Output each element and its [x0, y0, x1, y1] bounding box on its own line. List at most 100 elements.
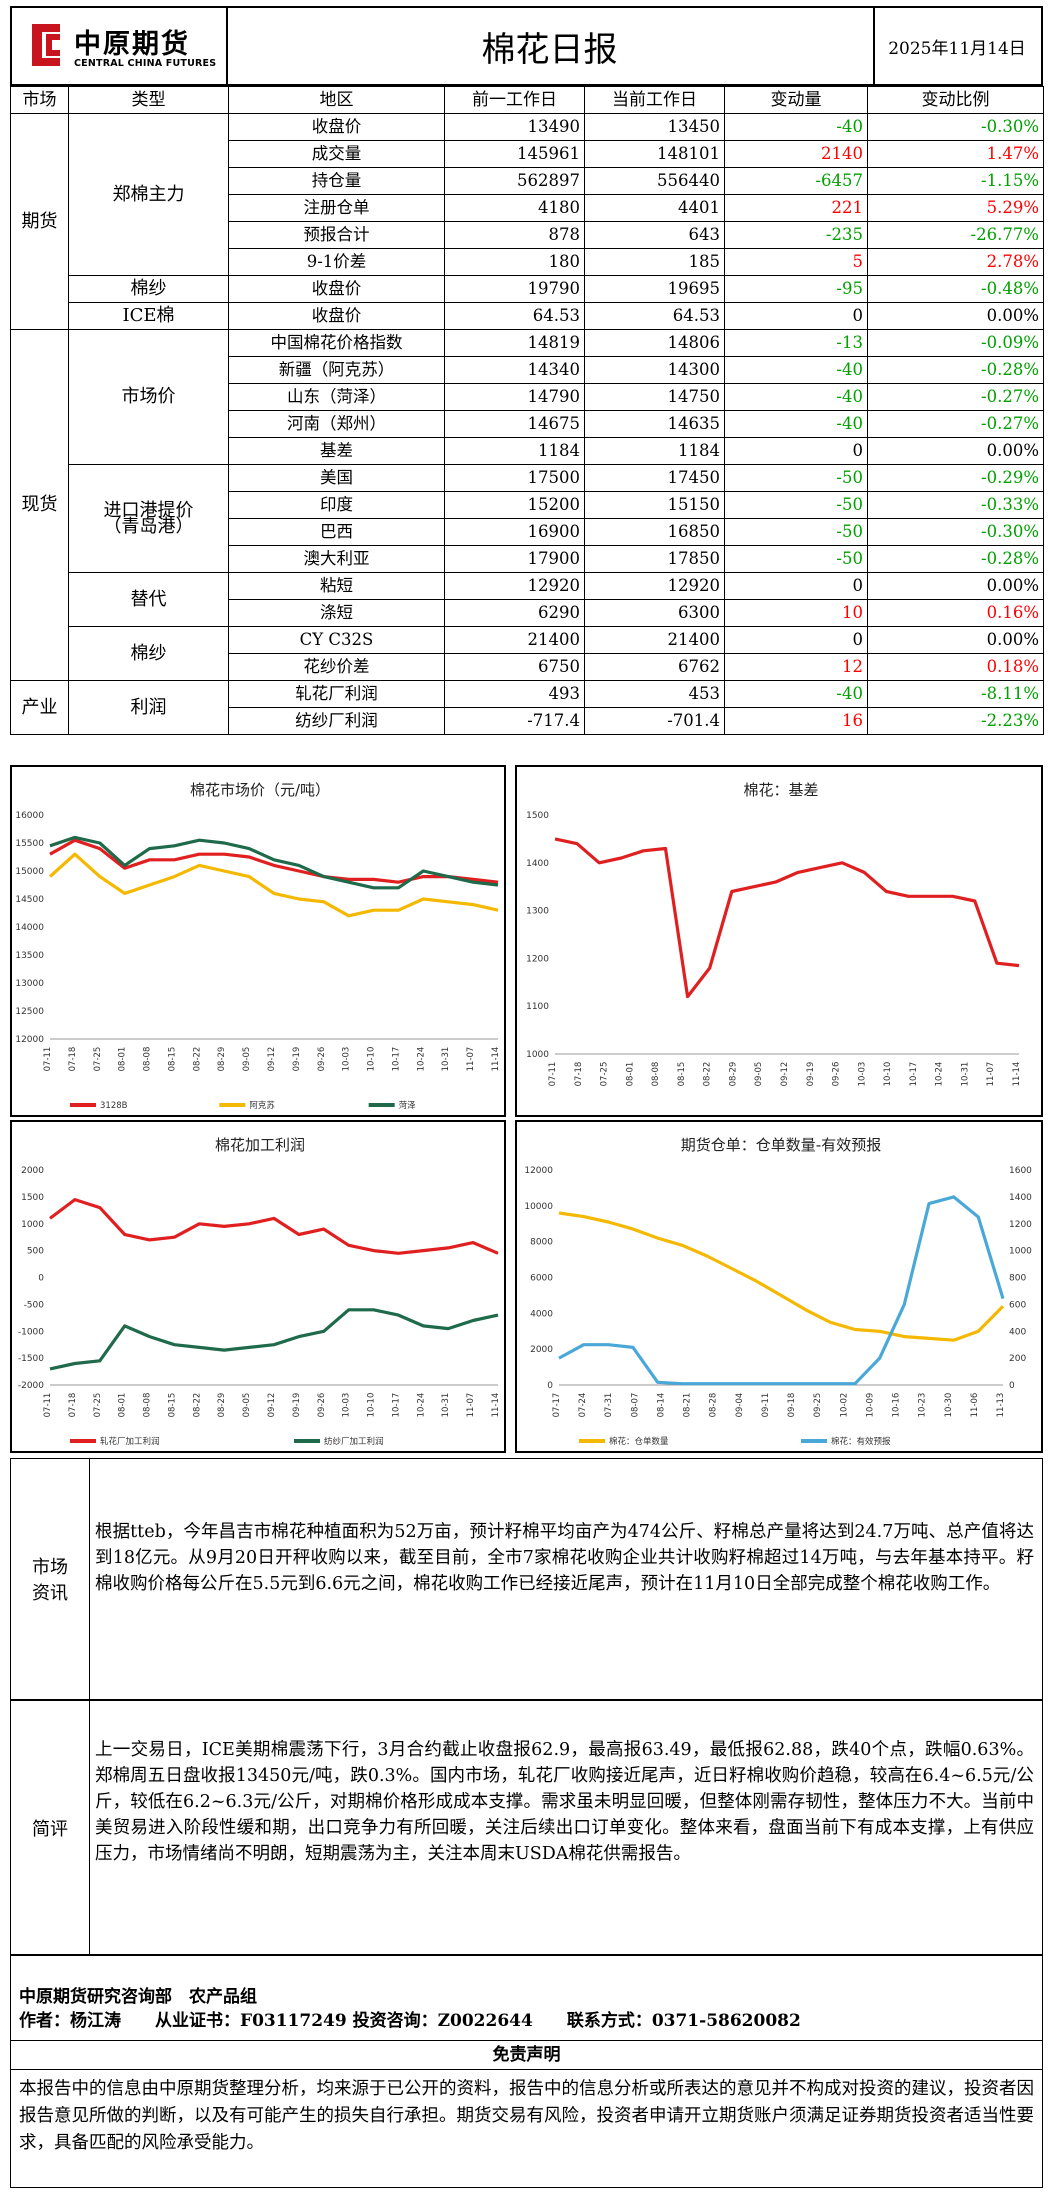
- x-tick-label: 10-10: [883, 1062, 893, 1087]
- cell-cur: 556440: [584, 167, 725, 195]
- type-cell: 市场价: [68, 329, 229, 465]
- cell-chg: 12: [724, 653, 868, 681]
- x-tick-label: 09-11: [761, 1393, 771, 1418]
- cell-cur: 13450: [584, 113, 725, 141]
- cell-item: 巴西: [228, 518, 445, 546]
- table-row: 涤短 6290 6300 10 0.16%: [11, 599, 1044, 627]
- cell-prev: 12920: [444, 572, 585, 600]
- disclaimer-title: 免责声明: [11, 2040, 1042, 2070]
- y-tick-label-right: 800: [1009, 1274, 1026, 1284]
- x-tick-label: 09-12: [267, 1393, 277, 1418]
- cell-cur: 17850: [584, 545, 725, 573]
- cell-chg: 0: [724, 626, 868, 654]
- series-line-1: [558, 1195, 1005, 1386]
- series-line-0: [49, 838, 499, 884]
- legend-label: 纺纱厂加工利润: [324, 1436, 384, 1447]
- cell-prev: 17900: [444, 545, 585, 573]
- x-tick-label: 08-21: [683, 1393, 693, 1418]
- cell-item: 成交量: [228, 140, 445, 168]
- series-line-0: [49, 1197, 499, 1255]
- series-line-1: [49, 1308, 499, 1371]
- cell-cur: 14806: [584, 329, 725, 357]
- y-tick-label: 1500: [21, 1193, 44, 1203]
- y-tick-label: 10000: [524, 1202, 553, 1212]
- y-tick-label: 8000: [530, 1238, 553, 1248]
- y-tick-label: 12500: [15, 1007, 44, 1017]
- cell-chg: -95: [724, 275, 868, 303]
- cell-chg: -50: [724, 518, 868, 546]
- table-row: 印度 15200 15150 -50 -0.33%: [11, 491, 1044, 519]
- cell-cur: 15150: [584, 491, 725, 519]
- y-tick-label: 1300: [526, 907, 549, 917]
- y-tick-label: 1200: [526, 954, 549, 964]
- cell-prev: 14675: [444, 410, 585, 438]
- table-row: 持仓量 562897 556440 -6457 -1.15%: [11, 167, 1044, 195]
- table-row: 河南（郑州） 14675 14635 -40 -0.27%: [11, 410, 1044, 438]
- x-tick-label: 10-23: [918, 1393, 928, 1418]
- x-tick-label: 08-01: [118, 1047, 128, 1072]
- x-tick-label: 11-07: [466, 1393, 476, 1418]
- cell-item: 9-1价差: [228, 248, 445, 276]
- y-tick-label-right: 400: [1009, 1327, 1026, 1337]
- cell-prev: 17500: [444, 464, 585, 492]
- cell-prev: 16900: [444, 518, 585, 546]
- x-tick-label: 09-05: [242, 1047, 252, 1072]
- x-tick-label: 11-07: [986, 1062, 996, 1087]
- cell-prev: 145961: [444, 140, 585, 168]
- cell-prev: 14340: [444, 356, 585, 384]
- cell-chg: -50: [724, 545, 868, 573]
- cell-chg: -40: [724, 680, 868, 708]
- cell-pct: 0.00%: [867, 626, 1044, 654]
- cell-cur: 6762: [584, 653, 725, 681]
- x-tick-label: 09-26: [317, 1047, 327, 1072]
- x-tick-label: 08-15: [167, 1047, 177, 1072]
- cell-chg: -6457: [724, 167, 868, 195]
- market-cell: 现货: [10, 329, 69, 681]
- cell-pct: -0.33%: [867, 491, 1044, 519]
- x-tick-label: 08-22: [192, 1047, 202, 1072]
- chart-title: 棉花市场价（元/吨）: [190, 781, 330, 799]
- table-row: 期货 郑棉主力 收盘价 13490 13450 -40 -0.30%: [10, 113, 1044, 330]
- cell-pct: 0.00%: [867, 437, 1044, 465]
- cell-cur: 14300: [584, 356, 725, 384]
- logo: 中原期货 CENTRAL CHINA FUTURES: [12, 8, 228, 84]
- market-cell: 期货: [10, 113, 69, 330]
- x-tick-label: 08-07: [630, 1393, 640, 1418]
- x-tick-label: 11-14: [491, 1047, 501, 1072]
- chart-processing-profit: 棉花加工利润 -2000 -1500 -1000 -500 0 500 1000 1500 200…: [10, 1120, 506, 1453]
- cell-item: 预报合计: [228, 221, 445, 249]
- y-tick-label: -1000: [18, 1327, 44, 1337]
- table-header-cell: 变动量: [724, 86, 868, 114]
- y-tick-label: 15000: [15, 867, 44, 877]
- table-row: 替代 粘短 12920 12920 0 0.00%: [11, 572, 1044, 627]
- x-tick-label: 08-15: [677, 1062, 687, 1087]
- cell-chg: -40: [724, 113, 868, 141]
- x-tick-label: 07-18: [68, 1047, 78, 1072]
- x-tick-label: 11-13: [996, 1393, 1006, 1418]
- cell-prev: 6290: [444, 599, 585, 627]
- cell-cur: 14750: [584, 383, 725, 411]
- y-tick-label-right: 1000: [1009, 1247, 1032, 1257]
- x-tick-label: 08-01: [118, 1393, 128, 1418]
- x-tick-label: 09-12: [780, 1062, 790, 1087]
- type-cell: 棉纱: [68, 626, 229, 681]
- cell-item: CY C32S: [228, 626, 445, 654]
- x-tick-label: 07-18: [574, 1062, 584, 1087]
- chart-title: 棉花：基差: [743, 781, 818, 799]
- table-row: 棉纱 CY C32S 21400 21400 0 0.00%: [11, 626, 1044, 681]
- table-row: 纺纱厂利润 -717.4 -701.4 16 -2.23%: [11, 707, 1044, 735]
- table-row: 现货 市场价 中国棉花价格指数 14819 14806 -13 -0.09%: [10, 329, 1044, 681]
- table-row: 产业 利润 轧花厂利润 493 453 -40 -8.11%: [10, 680, 1044, 735]
- news-section: 市场资讯 根据tteb，今年昌吉市棉花种植面积为52万亩，预计籽棉平均亩产为47…: [10, 1458, 1043, 1700]
- cell-pct: -0.28%: [867, 545, 1044, 573]
- cell-pct: 0.16%: [867, 599, 1044, 627]
- table-header-cell: 当前工作日: [584, 86, 725, 114]
- cell-chg: 2140: [724, 140, 868, 168]
- cell-prev: 180: [444, 248, 585, 276]
- y-tick-label: 4000: [530, 1309, 553, 1319]
- x-tick-label: 10-02: [839, 1393, 849, 1418]
- cell-item: 印度: [228, 491, 445, 519]
- cell-prev: 1184: [444, 437, 585, 465]
- x-tick-label: 08-28: [709, 1393, 719, 1418]
- cell-item: 基差: [228, 437, 445, 465]
